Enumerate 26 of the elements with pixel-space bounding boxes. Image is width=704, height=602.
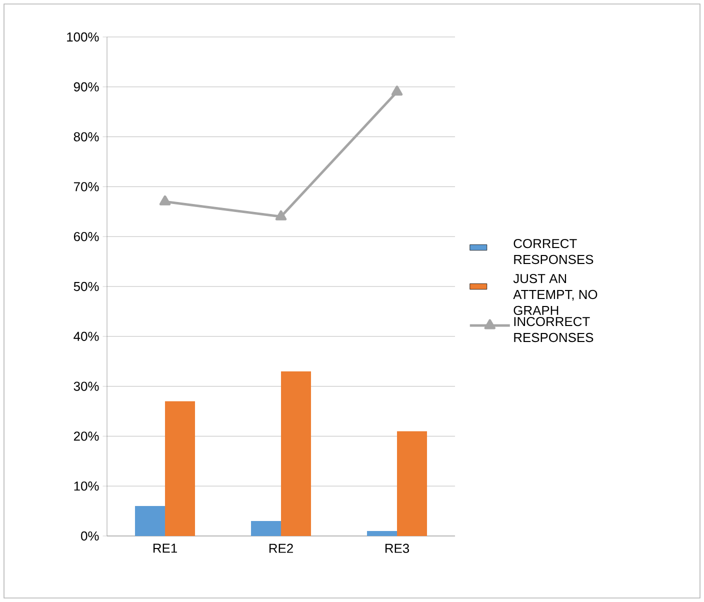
bar (251, 521, 282, 536)
legend-label: JUST AN ATTEMPT, NO GRAPH (513, 274, 598, 316)
bar (281, 371, 312, 536)
x-tick-label: RE2 (269, 544, 293, 553)
x-tick-label: RE3 (385, 544, 410, 553)
y-tick-label: 30% (74, 382, 99, 391)
y-tick-label: 50% (74, 282, 99, 292)
y-tick-label: 0% (81, 531, 99, 541)
y-tick-label: 70% (74, 182, 99, 192)
legend-label: CORRECT RESPONSES (514, 238, 594, 264)
y-tick-label: 10% (74, 481, 99, 491)
y-tick-label: 90% (74, 82, 99, 92)
point (159, 195, 171, 206)
bar (135, 506, 166, 536)
y-tick-label: 20% (74, 432, 99, 441)
point (275, 210, 287, 220)
y-tick-label: 80% (74, 132, 99, 142)
bar (367, 530, 398, 536)
point (391, 86, 403, 96)
bar (397, 431, 428, 536)
x-tick-label: RE1 (153, 544, 177, 553)
y-tick-label: 100% (67, 32, 99, 42)
y-tick-label: 40% (74, 332, 99, 341)
bar (165, 401, 196, 536)
y-tick-label: 60% (74, 232, 99, 242)
legend-label: INCORRECT RESPONSES (514, 316, 594, 342)
